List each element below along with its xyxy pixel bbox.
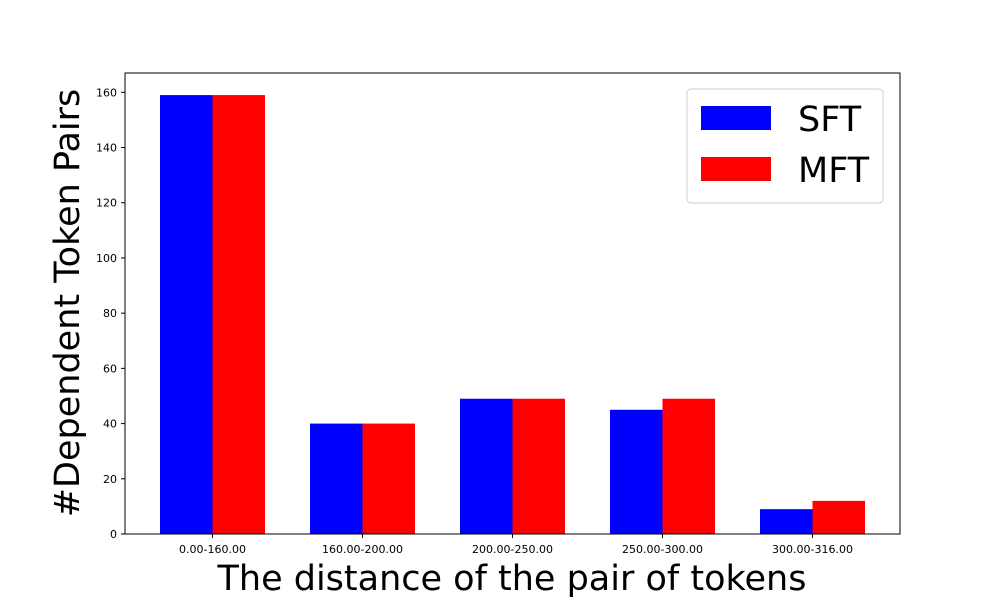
legend-swatch-mft	[701, 157, 771, 181]
y-tick-label-8: 160	[96, 86, 117, 99]
y-tick-label-0: 0	[110, 528, 117, 541]
y-tick-label-2: 40	[103, 418, 117, 431]
legend: SFT MFT	[686, 88, 884, 204]
x-tick-label-0: 0.00-160.00	[179, 543, 246, 556]
x-tick-label-4: 300.00-316.00	[772, 543, 853, 556]
x-tick-label-1: 160.00-200.00	[322, 543, 403, 556]
y-tick-label-7: 140	[96, 142, 117, 155]
x-axis: 0.00-160.00 160.00-200.00 200.00-250.00 250…	[179, 534, 853, 556]
y-tick-label-1: 20	[103, 473, 117, 486]
x-tick-label-3: 250.00-300.00	[622, 543, 703, 556]
bar-sft-0	[160, 95, 213, 534]
bar-mft-1	[362, 423, 415, 534]
bars-group	[160, 95, 865, 534]
bar-sft-4	[760, 509, 813, 534]
bar-mft-0	[212, 95, 265, 534]
legend-swatch-sft	[701, 106, 771, 130]
y-tick-label-4: 80	[103, 307, 117, 320]
legend-label-sft: SFT	[798, 100, 862, 140]
y-axis: 0 20 40 60 80 100 120 140 160	[96, 86, 125, 541]
y-tick-label-5: 100	[96, 252, 117, 265]
y-axis-title: #Dependent Token Pairs	[48, 89, 88, 518]
legend-label-mft: MFT	[798, 151, 870, 191]
x-tick-label-2: 200.00-250.00	[472, 543, 553, 556]
bar-sft-3	[610, 409, 663, 534]
bar-mft-4	[812, 500, 865, 534]
bar-sft-1	[310, 423, 363, 534]
y-tick-label-6: 120	[96, 197, 117, 210]
x-axis-title: The distance of the pair of tokens	[217, 559, 807, 599]
bar-mft-2	[512, 398, 565, 534]
bar-sft-2	[460, 398, 513, 534]
y-tick-label-3: 60	[103, 362, 117, 375]
bar-mft-3	[662, 398, 715, 534]
